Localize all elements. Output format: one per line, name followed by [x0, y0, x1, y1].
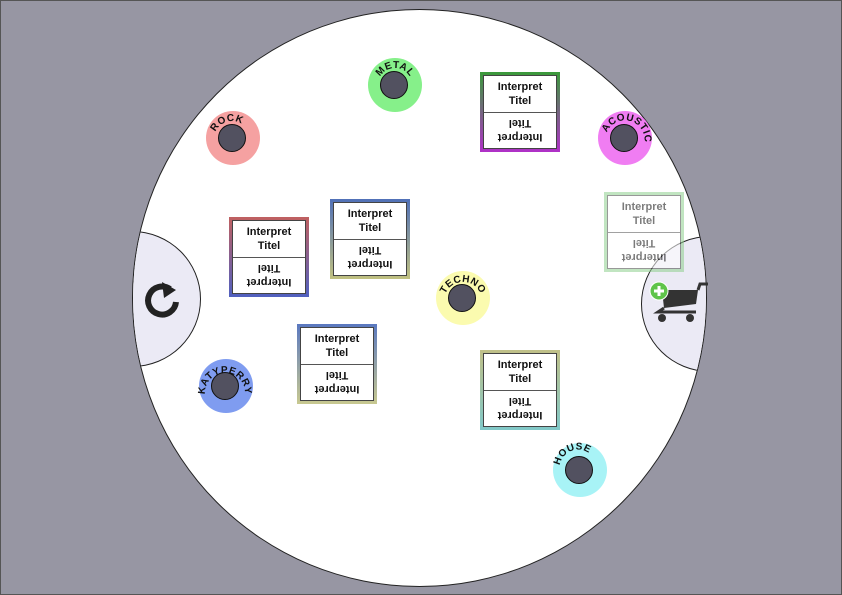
genre-knob-katyperry[interactable]: KATYPERRY	[197, 359, 253, 413]
card-title: Titel	[508, 373, 532, 385]
knob-icon[interactable]	[610, 124, 638, 152]
card-artist-flipped: Interpret	[246, 276, 292, 288]
knob-icon[interactable]	[448, 284, 476, 312]
card-artist: Interpret	[314, 333, 360, 345]
genre-knob-metal[interactable]: METAL	[368, 58, 422, 112]
genre-label: ACOUSTIC	[600, 112, 653, 143]
song-card[interactable]: Interpret Titel Interpret Titel	[480, 350, 560, 430]
genre-label: TECHNO	[438, 274, 488, 296]
card-title-flipped: Titel	[632, 237, 656, 249]
card-title-flipped: Titel	[257, 262, 281, 274]
card-title: Titel	[257, 240, 281, 252]
song-card[interactable]: Interpret Titel Interpret Titel	[480, 72, 560, 152]
genre-knob-acoustic[interactable]: ACOUSTIC	[598, 111, 652, 165]
add-to-cart-icon[interactable]	[646, 278, 710, 326]
card-title-flipped: Titel	[358, 244, 382, 256]
genre-knob-rock[interactable]: ROCK	[206, 111, 260, 165]
card-title: Titel	[325, 347, 349, 359]
card-title: Titel	[632, 215, 656, 227]
card-title-flipped: Titel	[508, 117, 532, 129]
card-artist: Interpret	[621, 201, 667, 213]
card-artist: Interpret	[347, 208, 393, 220]
card-title-flipped: Titel	[508, 395, 532, 407]
card-artist-flipped: Interpret	[621, 251, 667, 263]
knob-icon[interactable]	[565, 456, 593, 484]
knob-icon[interactable]	[218, 124, 246, 152]
card-artist-flipped: Interpret	[497, 131, 543, 143]
song-card[interactable]: Interpret Titel Interpret Titel	[297, 324, 377, 404]
card-artist-flipped: Interpret	[347, 258, 393, 270]
knob-icon[interactable]	[211, 372, 239, 400]
genre-label: METAL	[374, 60, 417, 79]
genre-knob-house[interactable]: HOUSE	[552, 441, 607, 497]
song-card[interactable]: Interpret Titel Interpret Titel	[330, 199, 410, 279]
genre-knob-techno[interactable]: TECHNO	[436, 271, 490, 325]
card-title: Titel	[358, 222, 382, 234]
card-artist-flipped: Interpret	[497, 409, 543, 421]
card-title: Titel	[508, 95, 532, 107]
genre-label: HOUSE	[552, 441, 593, 466]
song-card[interactable]: Interpret Titel Interpret Titel	[229, 217, 309, 297]
song-card-dragging[interactable]: Interpret Titel Interpret Titel	[604, 192, 684, 272]
card-artist-flipped: Interpret	[314, 383, 360, 395]
knob-icon[interactable]	[380, 71, 408, 99]
genre-label: ROCK	[209, 113, 246, 134]
refresh-icon[interactable]	[140, 278, 184, 322]
card-artist: Interpret	[497, 359, 543, 371]
card-artist: Interpret	[497, 81, 543, 93]
genre-label: KATYPERRY	[197, 365, 253, 395]
card-artist: Interpret	[246, 226, 292, 238]
card-title-flipped: Titel	[325, 369, 349, 381]
